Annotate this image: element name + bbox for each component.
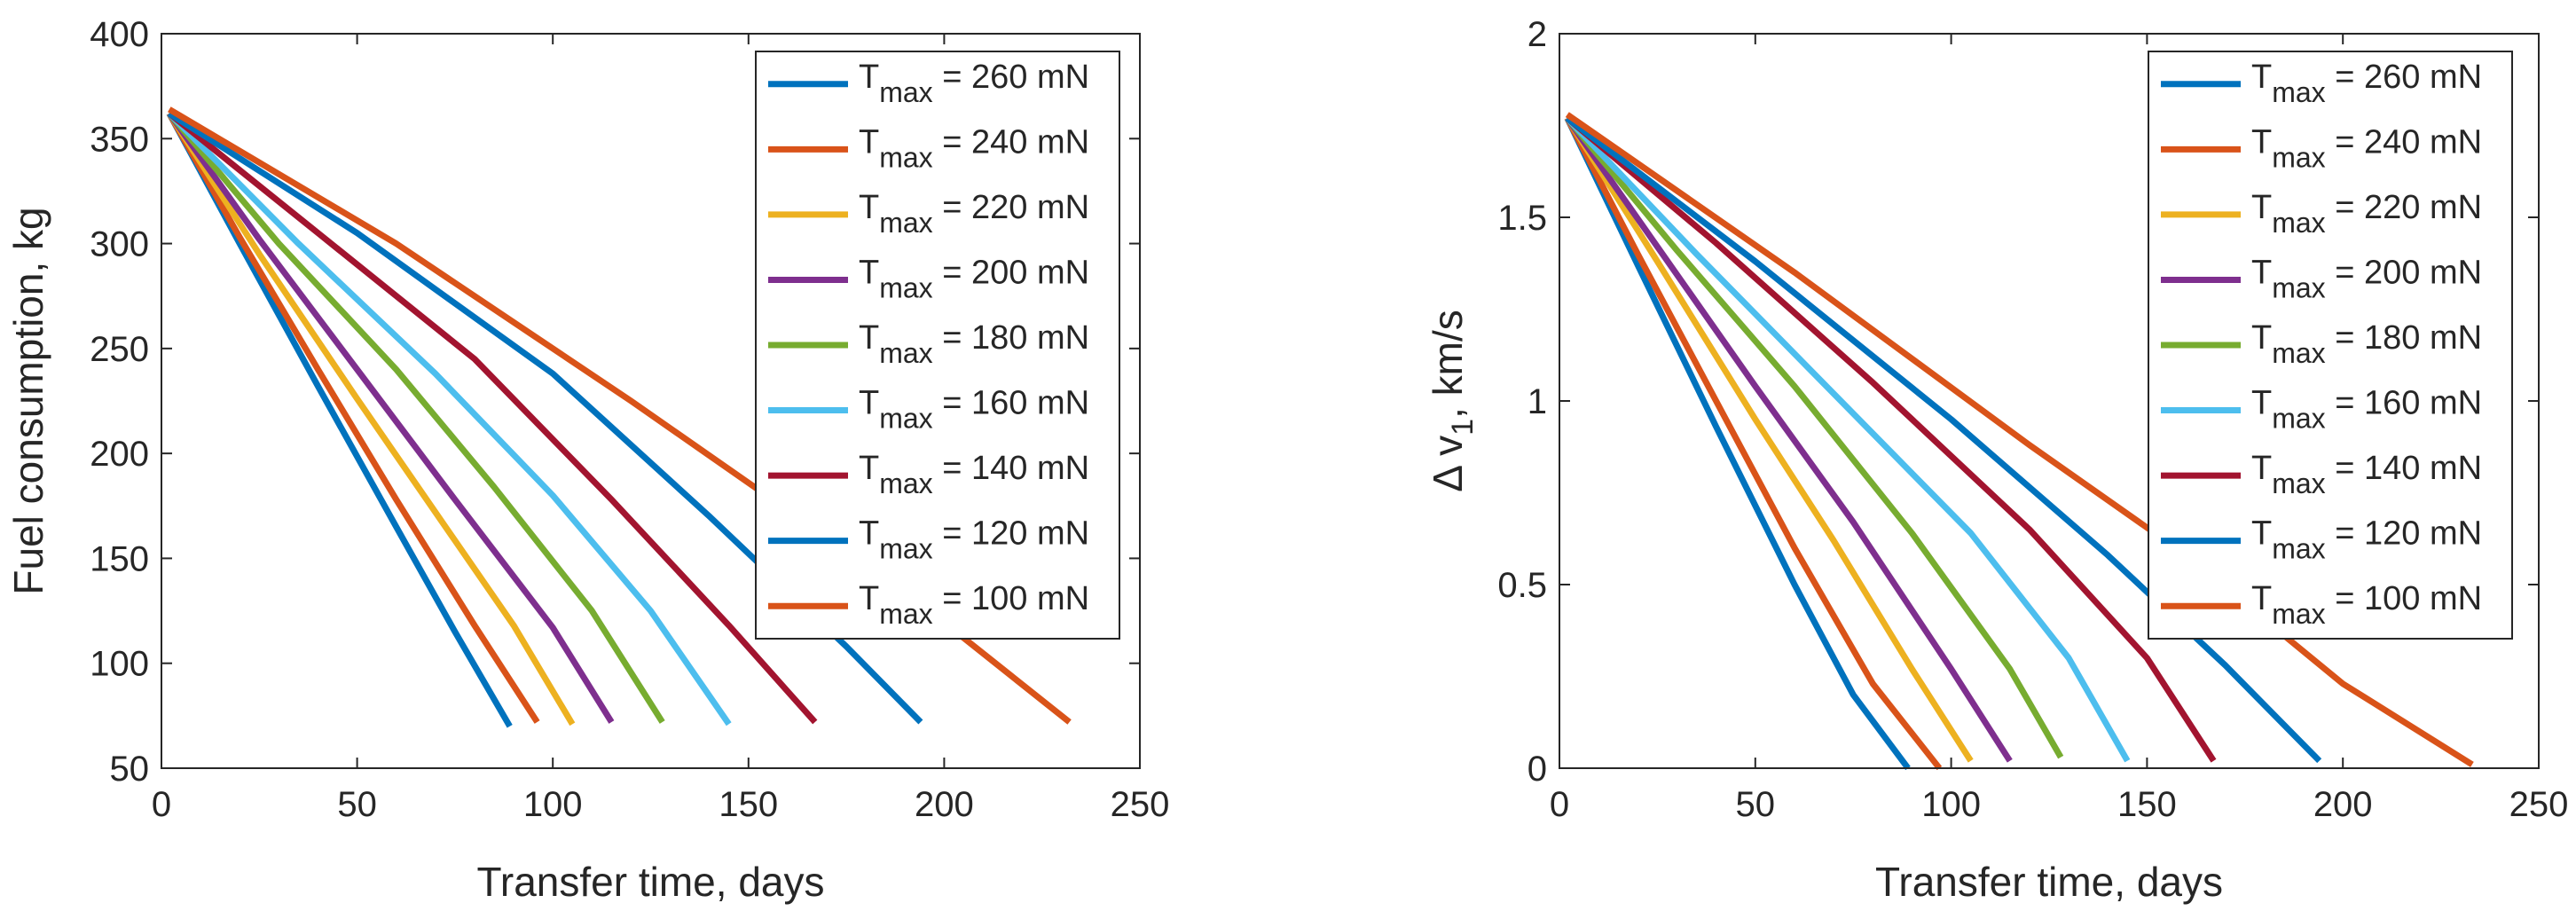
chart-panel-fuel: 0 50 100 150 200 25050100150200250300350400Tr… xyxy=(5,15,1169,905)
x-tick-label: 0 xyxy=(1550,785,1569,824)
series-line-6 xyxy=(1565,115,2217,763)
series-line-1 xyxy=(166,112,540,724)
legend-entry-7: Tmax = 120 mN xyxy=(2251,515,2482,565)
legend-entry-5: Tmax = 160 mN xyxy=(2251,385,2482,435)
x-tick-label: 100 xyxy=(1921,785,1981,824)
axes-box xyxy=(161,33,1141,769)
legend-entry-4: Tmax = 180 mN xyxy=(2251,319,2482,369)
x-axis-label: Transfer time, days xyxy=(1875,859,2223,905)
series-line-2 xyxy=(166,112,576,727)
y-tick-label: 200 xyxy=(90,435,149,474)
series-line-7 xyxy=(167,110,923,725)
x-tick-label: 150 xyxy=(2117,785,2177,824)
series-line-7 xyxy=(1565,115,2322,764)
legend-entry-2: Tmax = 220 mN xyxy=(2251,189,2482,239)
legend-entry-6: Tmax = 140 mN xyxy=(2251,450,2482,499)
y-tick-label: 0 xyxy=(1528,750,1547,789)
series-line-8 xyxy=(1565,112,2474,767)
x-tick-label: 50 xyxy=(337,785,377,824)
legend-entry-1: Tmax = 240 mN xyxy=(859,123,1089,173)
x-tick-label: 200 xyxy=(2313,785,2373,824)
y-tick-label: 150 xyxy=(90,539,149,578)
series-line-0 xyxy=(1564,116,1911,771)
series-line-3 xyxy=(166,111,615,724)
legend: Tmax = 260 mN Tmax = 240 mN Tmax = 220 mN T… xyxy=(755,51,1120,640)
y-tick-label: 250 xyxy=(90,330,149,369)
x-tick-label: 100 xyxy=(523,785,583,824)
y-tick-label: 100 xyxy=(90,645,149,684)
series-line-5 xyxy=(167,111,732,727)
series-line-4 xyxy=(1565,115,2064,759)
x-axis-label: Transfer time, days xyxy=(477,859,825,905)
y-tick-label: 1.5 xyxy=(1497,199,1547,238)
series-line-6 xyxy=(167,111,818,725)
legend-entry-3: Tmax = 200 mN xyxy=(2251,254,2482,303)
series-line-5 xyxy=(1565,115,2131,763)
legend-entry-5: Tmax = 160 mN xyxy=(859,385,1089,435)
y-tick-label: 50 xyxy=(110,750,150,789)
legend-entry-6: Tmax = 140 mN xyxy=(859,450,1089,499)
chart-panel-delta-v: 0 50 100 150 200 250 0 0.5 1 1.5 2 Transfer time, d… xyxy=(1425,15,2568,905)
x-tick-label: 200 xyxy=(915,785,974,824)
legend-entry-7: Tmax = 120 mN xyxy=(859,515,1089,565)
y-tick-label: 2 xyxy=(1528,15,1547,54)
x-tick-label: 250 xyxy=(1111,785,1170,824)
legend-entry-0: Tmax = 260 mN xyxy=(2251,59,2482,108)
y-tick-label: 1 xyxy=(1528,382,1547,421)
series-line-2 xyxy=(1564,116,1974,763)
legend-entry-3: Tmax = 200 mN xyxy=(859,254,1089,303)
x-tick-label: 250 xyxy=(2509,785,2569,824)
y-tick-label: 0.5 xyxy=(1497,566,1547,605)
legend-entry-4: Tmax = 180 mN xyxy=(859,319,1089,369)
y-axis-label: Fuel consumption, kg xyxy=(5,207,51,594)
x-tick-label: 50 xyxy=(1736,785,1776,824)
legend-entry-8: Tmax = 100 mN xyxy=(859,580,1089,630)
series-line-4 xyxy=(167,111,665,724)
y-tick-label: 400 xyxy=(90,15,149,54)
legend-entry-0: Tmax = 260 mN xyxy=(859,59,1089,108)
legend-entry-8: Tmax = 100 mN xyxy=(2251,580,2482,630)
series-line-1 xyxy=(1564,116,1943,771)
x-tick-label: 150 xyxy=(719,785,778,824)
y-tick-label: 300 xyxy=(90,225,149,264)
legend-entry-1: Tmax = 240 mN xyxy=(2251,123,2482,173)
y-axis-label: Δ v1, km/s xyxy=(1425,310,1480,492)
series-line-8 xyxy=(168,106,1072,725)
x-tick-label: 0 xyxy=(152,785,171,824)
y-tick-label: 350 xyxy=(90,120,149,159)
legend: Tmax = 260 mN Tmax = 240 mN Tmax = 220 mN T… xyxy=(2148,51,2513,640)
legend-entry-2: Tmax = 220 mN xyxy=(859,189,1089,239)
series-line-3 xyxy=(1564,116,2013,763)
